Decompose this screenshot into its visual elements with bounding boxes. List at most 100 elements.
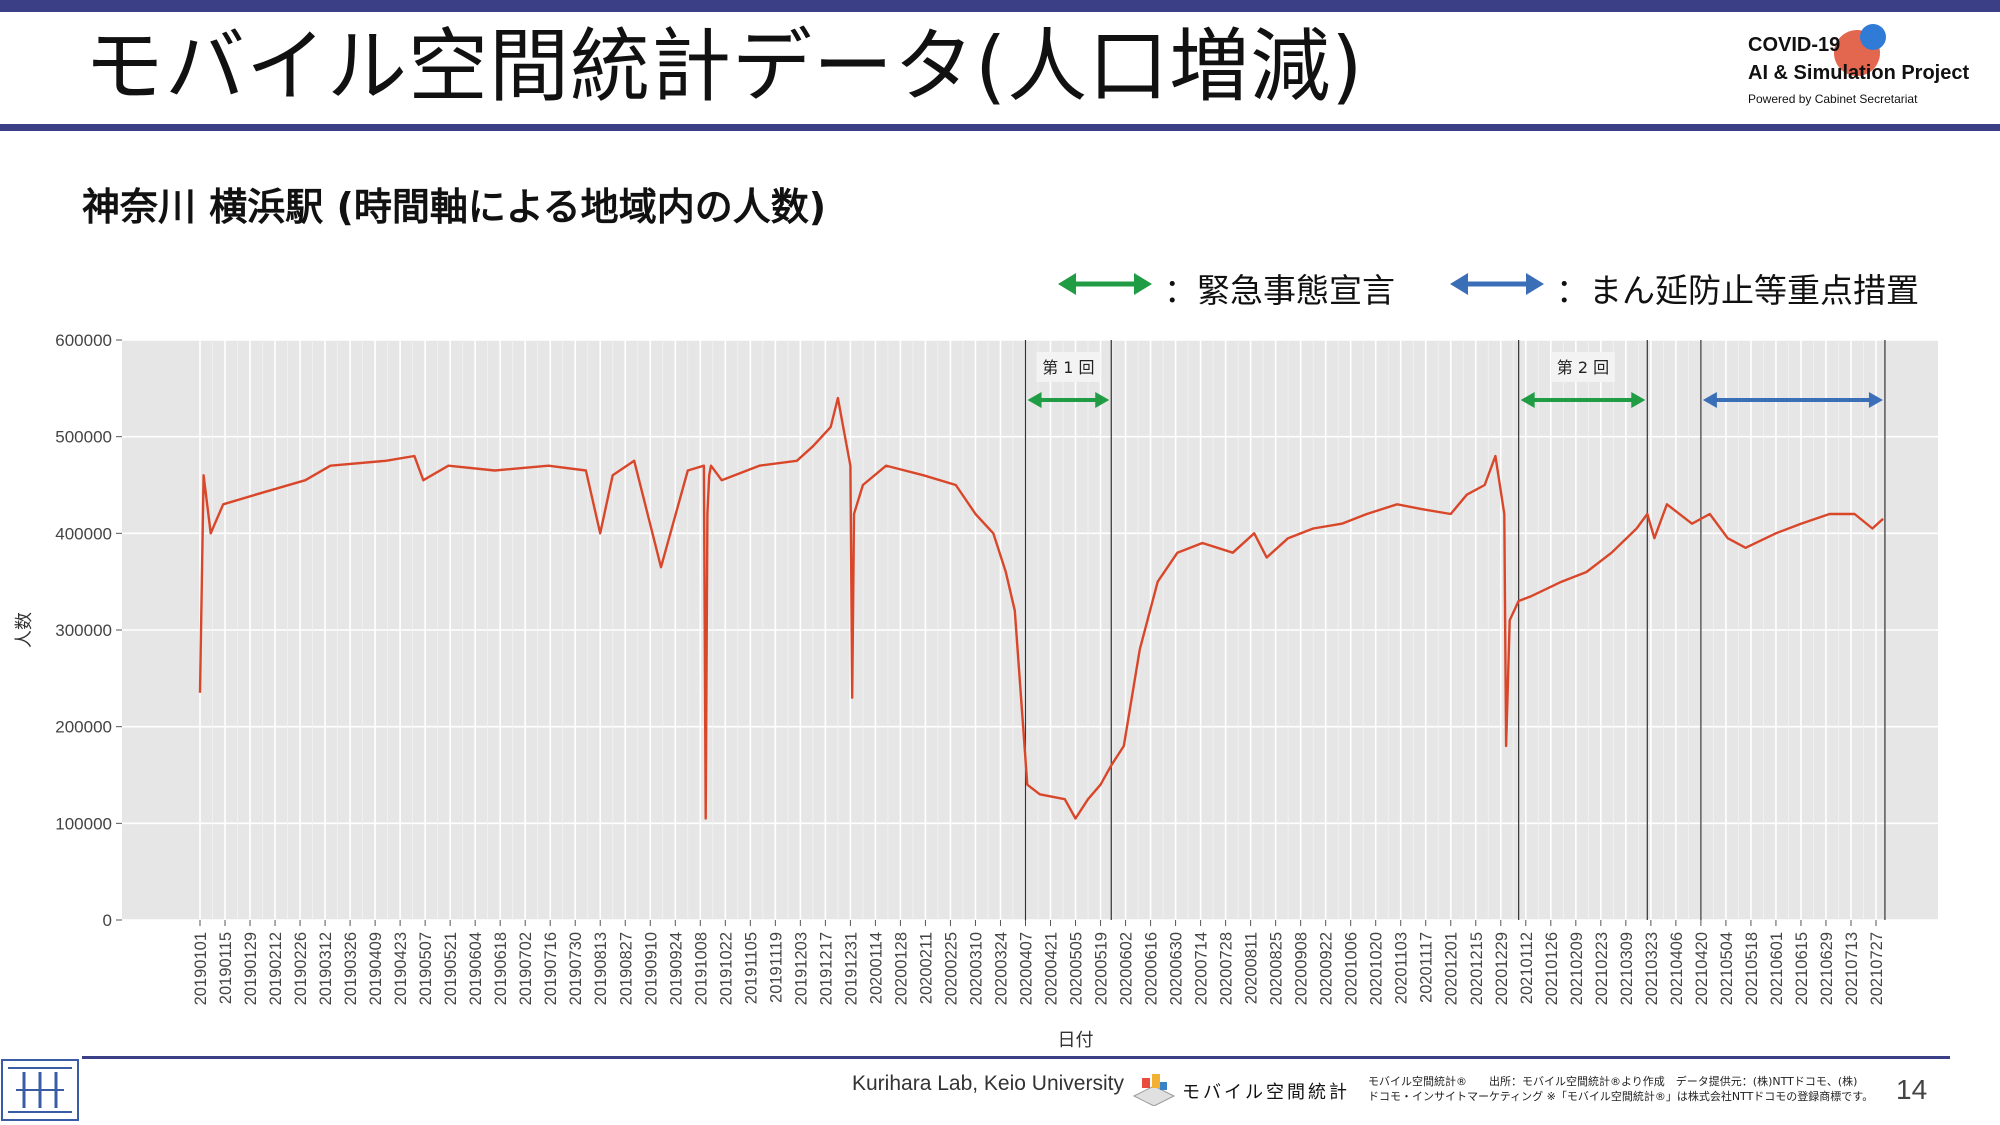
series-layer: [198, 396, 1884, 820]
event-arrow-left-head: [1520, 392, 1535, 408]
x-tick-label: 20200211: [917, 932, 935, 1004]
legend-priority: ：まん延防止等重点措置: [1450, 262, 1970, 312]
x-tick-label: 20191203: [792, 932, 810, 1005]
x-tick-label: 20200602: [1118, 932, 1136, 1005]
x-tick-label: 20200825: [1268, 932, 1286, 1005]
keio-logo-icon: [1, 1059, 79, 1121]
x-tick-label: 20190212: [267, 932, 285, 1005]
x-tick-label: 20190604: [467, 932, 485, 1005]
footer-source-note: モバイル空間統計® 出所：モバイル空間統計®より作成 データ提供元：(株)NTT…: [1368, 1074, 1873, 1104]
x-tick-label: 20200811: [1243, 932, 1261, 1004]
x-tick-label: 20200128: [892, 932, 910, 1005]
x-tick-label: 20190129: [242, 932, 260, 1005]
event-markers: 第 1 回 第 2 回: [1024, 340, 1886, 920]
x-tick-label: 20191231: [842, 932, 860, 1005]
x-tick-label: 20191105: [742, 932, 760, 1004]
y-tick-label: 600000: [55, 331, 112, 350]
event-label-box: [1550, 352, 1615, 382]
x-tick-label: 20200505: [1068, 932, 1086, 1005]
cube-logo-icon: [1132, 1074, 1176, 1106]
y-tick-label: 0: [103, 911, 112, 930]
y-axis: 0 100000 200000 300000 400000 500000 600000: [55, 331, 122, 930]
x-tick-label: 20190924: [667, 932, 685, 1005]
x-tick-label: 20190115: [217, 932, 235, 1004]
x-tick-label: 20190827: [617, 932, 635, 1005]
x-axis: 20190101 20190115 20190129 20190212 20190226…: [192, 920, 1886, 1005]
x-tick-label: 20190521: [442, 932, 460, 1005]
population-line-chart: 0 100000 200000 300000 400000 500000 600000 20…: [14, 331, 1938, 1050]
page-number: 14: [1896, 1074, 1928, 1105]
x-tick-label: 20200908: [1293, 932, 1311, 1005]
mobile-spatial-statistics-logo: モバイル空間統計: [1130, 1066, 1347, 1106]
brand-text: モバイル空間統計: [1182, 1082, 1350, 1103]
x-tick-label: 20200407: [1017, 932, 1035, 1005]
y-tick-label: 400000: [55, 524, 112, 543]
x-tick-label: 20210504: [1718, 932, 1736, 1005]
x-tick-label: 20190101: [192, 932, 210, 1005]
footer-credit: Kurihara Lab, Keio University: [852, 1072, 1124, 1095]
x-tick-label: 20210309: [1618, 932, 1636, 1005]
top-accent-bar: [0, 0, 2000, 12]
logo-line-1: COVID-19: [1748, 34, 1841, 56]
x-tick-label: 20201201: [1443, 932, 1461, 1005]
legend-blue-double-arrow-icon: [1450, 273, 1544, 295]
x-tick-label: 20200114: [867, 932, 885, 1004]
x-tick-label: 20210518: [1743, 932, 1761, 1005]
x-tick-label: 20210615: [1793, 932, 1811, 1005]
x-tick-label: 20201215: [1468, 932, 1486, 1005]
x-tick-label: 20210420: [1693, 932, 1711, 1005]
x-tick-label: 20190702: [517, 932, 535, 1005]
x-tick-label: 20210323: [1643, 932, 1661, 1005]
x-tick-label: 20190226: [292, 932, 310, 1005]
event-arrow-right-head: [1868, 392, 1883, 408]
x-tick-label: 20200225: [942, 932, 960, 1005]
y-axis-title: 人数: [14, 612, 34, 648]
x-tick-label: 20200630: [1168, 932, 1186, 1005]
event-arrow-left-head: [1027, 392, 1042, 408]
x-tick-label: 20190910: [642, 932, 660, 1005]
x-tick-label: 20200324: [992, 932, 1010, 1005]
x-tick-label: 20200714: [1193, 932, 1211, 1005]
event-arrow-left-head: [1702, 392, 1717, 408]
gridlines: [122, 339, 1938, 921]
y-tick-label: 100000: [55, 814, 112, 833]
x-tick-label: 20190423: [392, 932, 410, 1005]
x-tick-label: 20201229: [1493, 932, 1511, 1005]
x-tick-label: 20210629: [1818, 932, 1836, 1005]
x-tick-label: 20190716: [542, 932, 560, 1005]
event-label: 第 2 回: [1557, 358, 1609, 377]
legend-emergency-label: ：緊急事態宣言: [1164, 271, 1395, 310]
logo-blue-circle: [1860, 24, 1886, 50]
x-tick-label: 20200310: [967, 932, 985, 1005]
footer-note-line-2: ドコモ・インサイトマーケティング ※「モバイル空間統計®」は株式会社NTTドコモ…: [1368, 1090, 1874, 1103]
x-tick-label: 20190409: [367, 932, 385, 1005]
x-tick-label: 20200616: [1143, 932, 1161, 1005]
x-tick-label: 20200421: [1043, 932, 1061, 1005]
x-tick-label: 20201006: [1343, 932, 1361, 1005]
x-tick-label: 20191008: [692, 932, 710, 1005]
event-label-box: [1036, 352, 1101, 382]
project-logo: COVID-19 AI & Simulation Project Powered…: [1748, 24, 1988, 112]
x-tick-label: 20190730: [567, 932, 585, 1005]
event-arrow-right-head: [1095, 392, 1110, 408]
x-tick-label: 20210126: [1543, 932, 1561, 1005]
x-tick-label: 20201103: [1393, 932, 1411, 1004]
legend-emergency: ：緊急事態宣言: [1058, 262, 1418, 312]
x-tick-label: 20210209: [1568, 932, 1586, 1005]
event-label: 第 1 回: [1042, 358, 1094, 377]
logo-line-2: AI & Simulation Project: [1748, 62, 1970, 84]
footer-note-line-1: モバイル空間統計® 出所：モバイル空間統計®より作成 データ提供元：(株)NTT…: [1368, 1075, 1858, 1088]
x-tick-label: 20210713: [1843, 932, 1861, 1005]
population-series-line: [198, 396, 1884, 820]
x-tick-label: 20200519: [1093, 932, 1111, 1005]
chart-subtitle: 神奈川 横浜駅 (時間軸による地域内の人数): [82, 185, 827, 229]
x-tick-label: 20191119: [767, 932, 785, 1003]
logo-line-3: Powered by Cabinet Secretariat: [1748, 92, 1918, 106]
x-tick-label: 20190312: [317, 932, 335, 1005]
x-tick-label: 20210112: [1518, 932, 1536, 1004]
legend-green-double-arrow-icon: [1058, 273, 1152, 295]
x-tick-label: 20201020: [1368, 932, 1386, 1005]
x-tick-label: 20190326: [342, 932, 360, 1005]
footer-divider: [82, 1056, 1950, 1059]
event-arrow-right-head: [1631, 392, 1646, 408]
